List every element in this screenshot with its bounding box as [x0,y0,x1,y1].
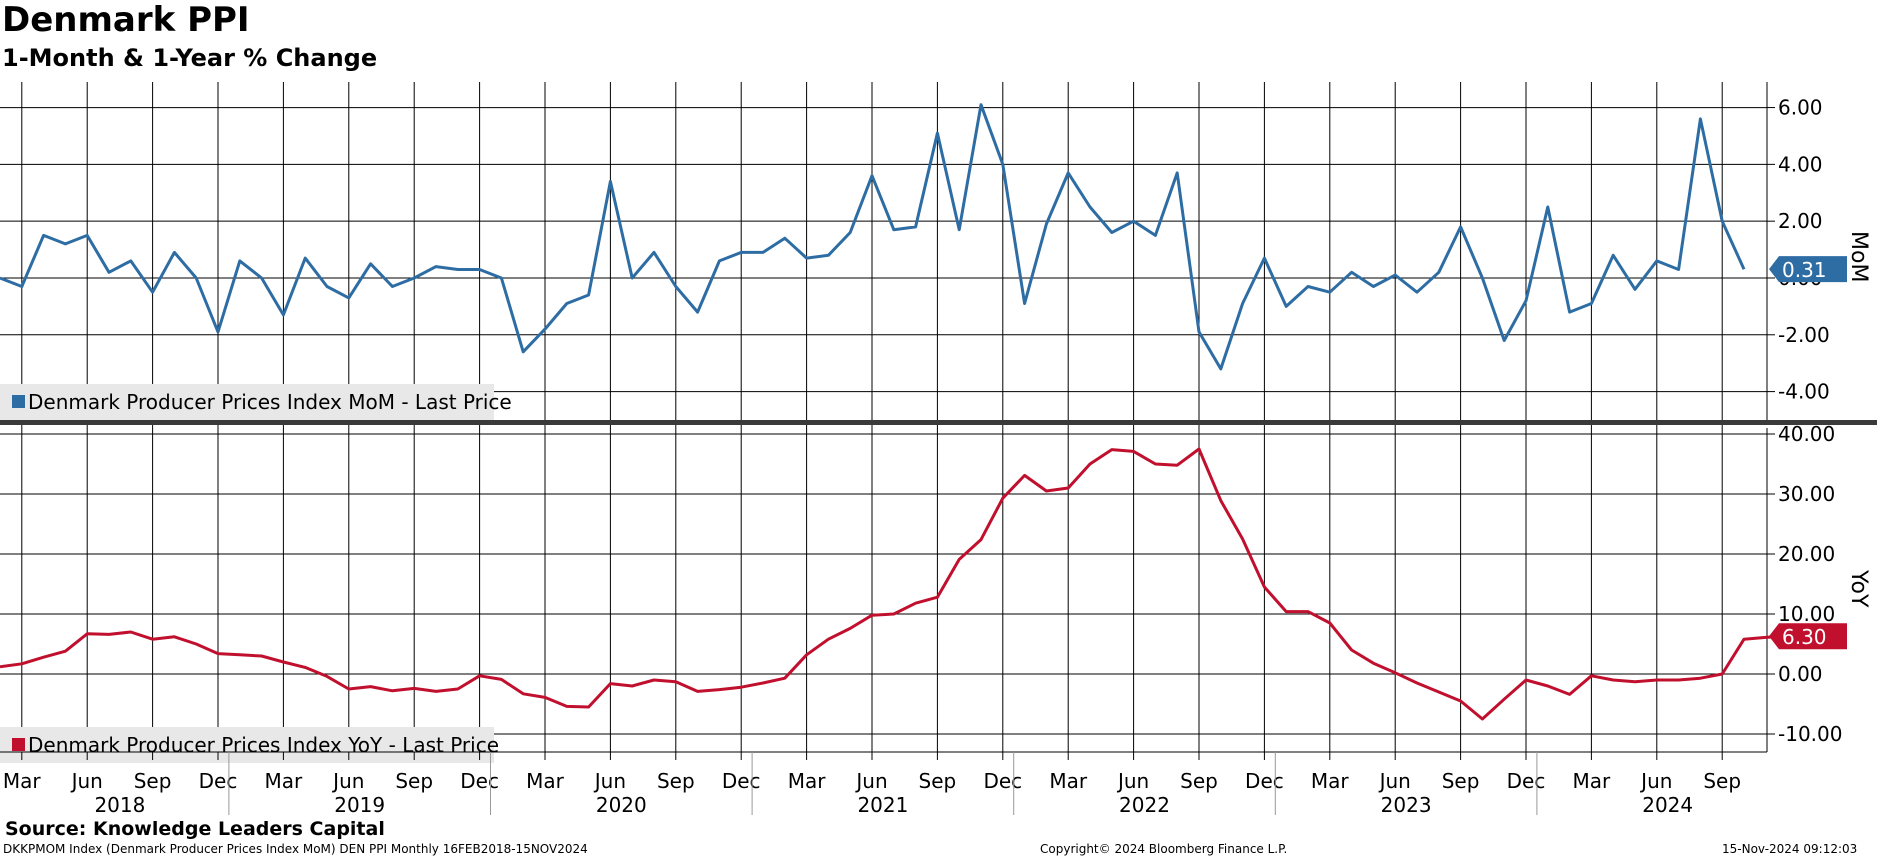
x-tick-label: Jun [331,769,364,793]
panel-separator [0,420,1877,425]
y-tick-label: -10.00 [1778,722,1842,746]
legend-swatch [12,738,25,751]
y-tick-label: 30.00 [1778,482,1835,506]
footer-timestamp: 15-Nov-2024 09:12:03 [1722,842,1858,856]
x-tick-label: Mar [1049,769,1088,793]
legend-label: Denmark Producer Prices Index YoY - Last… [28,733,499,757]
y-axis-label: YoY [1846,569,1871,608]
x-tick-label: Sep [1180,769,1218,793]
y-tick-label: 0.00 [1778,662,1823,686]
legend-box [0,384,494,420]
x-tick-label: Dec [1507,769,1546,793]
x-year-label: 2020 [596,793,647,817]
y-tick-label: 6.00 [1778,96,1823,120]
x-year-label: 2022 [1119,793,1170,817]
last-value-label: 6.30 [1782,625,1827,649]
y-axis-label: MoM [1846,231,1871,282]
x-tick-label: Sep [1442,769,1480,793]
x-tick-label: Jun [70,769,103,793]
x-tick-label: Jun [1639,769,1672,793]
x-year-label: 2019 [334,793,385,817]
footer-ticker-info: DKKPMOM Index (Denmark Producer Prices I… [3,842,588,856]
y-tick-label: -4.00 [1778,380,1830,404]
x-year-label: 2023 [1381,793,1432,817]
chart-title: Denmark PPI [2,0,250,40]
x-year-label: 2021 [857,793,908,817]
x-tick-label: Mar [1311,769,1350,793]
legend-label: Denmark Producer Prices Index MoM - Last… [28,390,512,414]
x-tick-label: Sep [657,769,695,793]
legend-swatch [12,395,25,408]
last-value-flag [1769,256,1847,283]
x-tick-label: Jun [1378,769,1411,793]
x-tick-label: Dec [1245,769,1284,793]
x-tick-label: Sep [919,769,957,793]
last-value-label: 0.31 [1782,258,1827,282]
x-tick-label: Dec [983,769,1022,793]
x-tick-label: Jun [593,769,626,793]
x-tick-label: Mar [1573,769,1612,793]
legend-box [0,727,494,763]
x-year-label: 2024 [1642,793,1693,817]
chart-subtitle: 1-Month & 1-Year % Change [2,44,378,72]
y-tick-label: 10.00 [1778,602,1835,626]
x-tick-label: Sep [134,769,172,793]
x-tick-label: Sep [1703,769,1741,793]
y-tick-label: 40.00 [1778,422,1835,446]
x-tick-label: Sep [395,769,433,793]
y-tick-label: -2.00 [1778,323,1830,347]
x-tick-label: Mar [3,769,42,793]
x-tick-label: Dec [460,769,499,793]
x-tick-label: Dec [722,769,761,793]
x-tick-label: Jun [1116,769,1149,793]
x-tick-label: Mar [265,769,304,793]
y-tick-label: 2.00 [1778,209,1823,233]
x-tick-label: Jun [854,769,887,793]
source-note: Source: Knowledge Leaders Capital [5,818,385,840]
footer-copyright: Copyright© 2024 Bloomberg Finance L.P. [1040,842,1288,856]
y-tick-label: 4.00 [1778,152,1823,176]
yoy-series-line [0,447,1788,721]
x-tick-label: Dec [199,769,238,793]
x-tick-label: Mar [788,769,827,793]
x-year-label: 2018 [94,793,145,817]
y-tick-label: 20.00 [1778,542,1835,566]
x-tick-label: Mar [526,769,565,793]
last-value-flag [1769,623,1847,650]
mom-series-line [0,103,1746,371]
